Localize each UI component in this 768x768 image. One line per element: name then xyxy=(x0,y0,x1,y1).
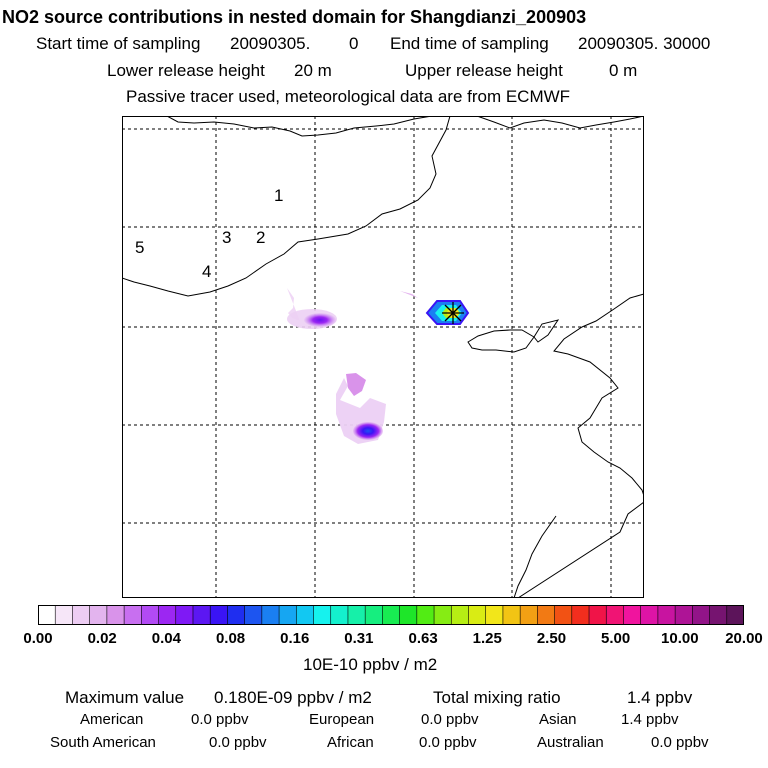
colorbar-cell xyxy=(227,605,246,625)
colorbar-cell xyxy=(399,605,418,625)
lower-release-label: Lower release height xyxy=(107,61,265,80)
colorbar-cell xyxy=(89,605,108,625)
colorbar-cell xyxy=(347,605,367,625)
colorbar-cell xyxy=(485,605,504,625)
colorbar-cell xyxy=(123,605,143,625)
lat-lon-grid xyxy=(122,116,644,598)
colorbar-cell xyxy=(106,605,125,625)
colorbar-cell xyxy=(692,605,711,625)
colorbar-cell xyxy=(141,605,160,625)
tracer-note: Passive tracer used, meteorological data… xyxy=(126,87,571,106)
region-label-group: 1 2 3 4 5 xyxy=(135,186,283,281)
region-value-asian: 1.4 ppbv xyxy=(621,711,679,728)
colorbar-cell xyxy=(674,605,694,625)
colorbar-tick-label: 0.63 xyxy=(408,630,438,647)
region-value-african: 0.0 ppbv xyxy=(419,734,477,751)
colorbar-cell xyxy=(278,605,298,625)
colorbar-tick-label: 2.50 xyxy=(536,630,567,647)
map-panel: 1 2 3 4 5 xyxy=(122,116,644,598)
concentration-field xyxy=(287,288,470,444)
region-value-european: 0.0 ppbv xyxy=(421,711,479,728)
colorbar-tick-label: 0.02 xyxy=(87,630,117,647)
colorbar-cell xyxy=(38,605,57,625)
colorbar xyxy=(38,605,744,625)
region-value-australian: 0.0 ppbv xyxy=(651,734,709,751)
colorbar-cell xyxy=(261,605,280,625)
colorbar-cell xyxy=(382,605,401,625)
colorbar-cell xyxy=(192,605,212,625)
colorbar-cell xyxy=(468,605,487,625)
colorbar-units: 10E-10 ppbv / m2 xyxy=(303,655,438,674)
colorbar-tick-label: 5.00 xyxy=(601,630,631,647)
region-label-3: 3 xyxy=(222,228,231,247)
colorbar-tick-label: 20.00 xyxy=(725,630,763,647)
plume-west-core xyxy=(304,313,336,327)
colorbar-cell xyxy=(244,605,263,625)
plume-south-lobe xyxy=(346,373,366,396)
region-name-african: African xyxy=(327,734,374,751)
chart-title: NO2 source contributions in nested domai… xyxy=(2,7,587,27)
colorbar-cell xyxy=(623,605,642,625)
colorbar-cell xyxy=(640,605,659,625)
colorbar-cell xyxy=(54,605,74,625)
colorbar-cell xyxy=(519,605,539,625)
colorbar-tick-label: 0.16 xyxy=(280,630,310,647)
region-label-4: 4 xyxy=(202,262,211,281)
colorbar-cell xyxy=(657,605,677,625)
upper-release-label: Upper release height xyxy=(405,61,563,80)
start-time-hour: 0 xyxy=(349,34,359,53)
plume-south-core xyxy=(353,422,383,440)
colorbar-cell xyxy=(554,605,573,625)
plume-trace-receptor xyxy=(400,291,418,298)
boundary-lines xyxy=(122,116,644,598)
region-label-1: 1 xyxy=(274,186,283,205)
colorbar-cell xyxy=(295,605,315,625)
colorbar-cell xyxy=(175,605,194,625)
colorbar-cell xyxy=(209,605,229,625)
max-value-label: Maximum value xyxy=(65,688,185,707)
colorbar-tick-label: 0.00 xyxy=(23,630,53,647)
colorbar-cell xyxy=(502,605,522,625)
region-name-south-american: South American xyxy=(50,734,156,751)
colorbar-cell xyxy=(605,605,625,625)
region-value-american: 0.0 ppbv xyxy=(191,711,249,728)
colorbar-cell xyxy=(537,605,556,625)
start-time-value: 20090305. xyxy=(230,34,311,53)
colorbar-tick-label: 0.08 xyxy=(215,630,246,647)
colorbar-tick-label: 0.04 xyxy=(151,630,181,647)
colorbar-cell xyxy=(72,605,91,625)
receptor-station-marker xyxy=(442,302,464,324)
colorbar-cell xyxy=(313,605,332,625)
colorbar-cell xyxy=(330,605,349,625)
colorbar-cell xyxy=(416,605,435,625)
colorbar-cell xyxy=(571,605,590,625)
colorbar-cell xyxy=(726,605,744,625)
max-value: 0.180E-09 ppbv / m2 xyxy=(214,688,372,707)
region-value-south-american: 0.0 ppbv xyxy=(209,734,267,751)
colorbar-cell xyxy=(588,605,608,625)
upper-release-value: 0 m xyxy=(609,61,638,80)
colorbar-cell xyxy=(450,605,470,625)
region-label-2: 2 xyxy=(256,228,265,247)
total-mixing-label: Total mixing ratio xyxy=(433,688,561,707)
colorbar-cell xyxy=(709,605,728,625)
colorbar-tick-label: 10.00 xyxy=(661,630,699,647)
region-name-european: European xyxy=(309,711,375,728)
region-label-5: 5 xyxy=(135,238,144,257)
region-name-american: American xyxy=(80,711,144,728)
total-mixing-value: 1.4 ppbv xyxy=(627,688,693,707)
colorbar-cell xyxy=(158,605,177,625)
end-time-label: End time of sampling xyxy=(390,34,549,53)
end-time-value: 20090305. 30000 xyxy=(578,34,711,53)
colorbar-tick-label: 0.31 xyxy=(344,630,374,647)
colorbar-cell xyxy=(433,605,453,625)
start-time-label: Start time of sampling xyxy=(36,34,201,53)
region-name-australian: Australian xyxy=(537,734,604,751)
colorbar-frame xyxy=(38,605,744,625)
map-frame xyxy=(122,116,644,598)
colorbar-tick-label: 1.25 xyxy=(472,630,502,647)
colorbar-cell xyxy=(364,605,384,625)
lower-release-value: 20 m xyxy=(294,61,332,80)
region-name-asian: Asian xyxy=(539,711,577,728)
